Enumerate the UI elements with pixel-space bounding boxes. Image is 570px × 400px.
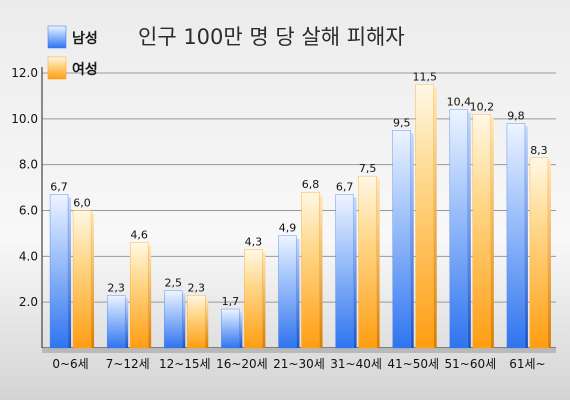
bar: [529, 157, 549, 349]
legend-swatch-female: [47, 56, 67, 80]
bar: [415, 84, 434, 349]
data-label: 6,7: [50, 180, 68, 193]
data-label: 10,4: [447, 96, 472, 109]
bar-side: [490, 117, 494, 348]
bar-side: [524, 126, 528, 349]
bar: [358, 175, 377, 349]
data-label: 4,3: [245, 235, 263, 248]
bar: [506, 123, 526, 349]
data-label: 11,5: [412, 70, 437, 83]
data-label: 2,3: [107, 281, 125, 294]
y-tick-label: 10.0: [11, 112, 38, 126]
data-label: 4,9: [279, 222, 297, 235]
x-tick-label: 12~15세: [159, 357, 211, 371]
bar-side: [319, 195, 323, 348]
y-tick-label: 12.0: [11, 66, 38, 80]
bar-side: [125, 298, 129, 348]
bar-side: [296, 238, 300, 348]
y-ticks: 2.0 4.0 6.0 8.0 10.0 12.0: [11, 66, 38, 309]
bar: [221, 308, 240, 349]
bar: [392, 130, 411, 349]
x-tick-label: 7~12세: [106, 357, 150, 371]
bar: [187, 295, 206, 349]
data-label: 9,8: [507, 109, 525, 122]
legend-label-male: 남성: [72, 30, 98, 47]
data-label: 6,8: [302, 178, 320, 191]
bar-side: [68, 197, 72, 348]
bar-side: [148, 245, 152, 348]
bar: [278, 235, 297, 349]
bar: [244, 249, 263, 349]
data-label: 4,6: [130, 229, 148, 242]
data-label: 10,2: [470, 100, 495, 113]
data-label: 9,5: [393, 116, 411, 129]
bar: [72, 210, 92, 349]
x-tick-label: 31~40세: [330, 357, 382, 371]
chart-floor: [42, 348, 556, 353]
data-label: 2,5: [165, 277, 183, 290]
bar-side: [467, 112, 471, 349]
bar-side: [182, 293, 186, 348]
y-tick-label: 2.0: [19, 295, 38, 309]
bar-side: [376, 179, 380, 348]
x-tick-label: 21~30세: [273, 357, 325, 371]
data-label: 6,0: [73, 197, 91, 210]
bar: [49, 194, 69, 349]
bar-side: [433, 87, 437, 348]
bar: [106, 295, 126, 349]
bar-side: [262, 252, 266, 348]
x-tick-label: 41~50세: [387, 357, 439, 371]
bar-side: [547, 160, 551, 348]
data-label: 6,7: [336, 180, 354, 193]
x-tick-label: 51~60세: [445, 357, 497, 371]
legend-swatch-male: [47, 25, 67, 49]
x-tick-label: 16~20세: [216, 357, 268, 371]
legend: 남성 여성: [47, 25, 98, 80]
data-labels: 6,7 6,0 2,3 4,6 2,5 2,3 1,7 4,3 4,9 6,8 6,7 7,5 9,5 1…: [50, 70, 547, 308]
bars: [49, 84, 551, 349]
bar-side: [410, 133, 414, 348]
bar: [164, 290, 183, 349]
chart-title: 인구 100만 명 당 살해 피해자: [138, 25, 405, 49]
data-label: 7,5: [359, 162, 377, 175]
category-labels: 0~6세 7~12세 12~15세 16~20세 21~30세 31~40세 41~50세 5…: [52, 357, 545, 371]
data-label: 2,3: [188, 281, 206, 294]
x-tick-label: 61세~: [509, 357, 545, 371]
bar-side: [353, 197, 357, 348]
bar-side: [91, 213, 95, 348]
y-tick-label: 8.0: [19, 158, 38, 172]
bar-side: [205, 298, 209, 348]
bar: [301, 191, 320, 349]
legend-label-female: 여성: [72, 61, 98, 78]
y-tick-label: 4.0: [19, 249, 38, 263]
bar: [129, 242, 149, 349]
data-label: 8,3: [530, 144, 548, 157]
bar-side: [239, 312, 243, 348]
data-label: 1,7: [222, 295, 240, 308]
bar: [449, 109, 469, 349]
x-tick-label: 0~6세: [52, 357, 88, 371]
bar: [472, 114, 492, 349]
y-tick-label: 6.0: [19, 204, 38, 218]
bar: [335, 194, 354, 349]
